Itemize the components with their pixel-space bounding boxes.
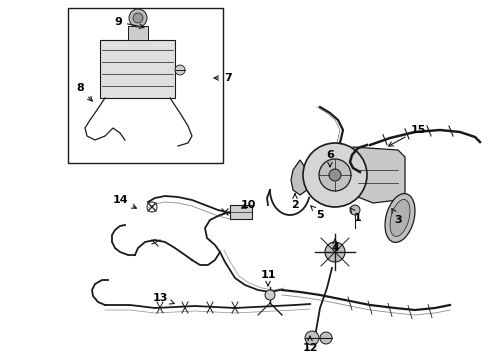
Text: 11: 11 xyxy=(260,270,276,286)
Text: 15: 15 xyxy=(389,125,426,146)
Circle shape xyxy=(350,205,360,215)
Bar xyxy=(68,8,223,163)
Bar xyxy=(100,40,175,98)
Circle shape xyxy=(129,9,147,27)
Text: 2: 2 xyxy=(291,194,299,210)
Circle shape xyxy=(305,331,319,345)
Circle shape xyxy=(175,65,185,75)
Text: 8: 8 xyxy=(76,83,92,101)
Ellipse shape xyxy=(385,194,415,242)
Circle shape xyxy=(133,13,143,23)
Bar xyxy=(128,26,148,40)
Text: 9: 9 xyxy=(114,17,144,28)
Circle shape xyxy=(319,159,351,191)
Circle shape xyxy=(320,332,332,344)
Circle shape xyxy=(303,143,367,207)
Text: 10: 10 xyxy=(240,200,256,210)
Text: 13: 13 xyxy=(152,293,174,304)
Text: 4: 4 xyxy=(331,239,339,253)
Circle shape xyxy=(265,290,275,300)
Text: 12: 12 xyxy=(302,336,318,353)
Text: 1: 1 xyxy=(350,208,362,223)
Text: 6: 6 xyxy=(326,150,334,167)
Polygon shape xyxy=(353,147,405,203)
Circle shape xyxy=(325,242,345,262)
Bar xyxy=(230,205,252,219)
Text: 5: 5 xyxy=(311,206,324,220)
Text: 14: 14 xyxy=(112,195,136,208)
Text: 7: 7 xyxy=(214,73,232,83)
Polygon shape xyxy=(291,160,310,195)
Circle shape xyxy=(329,169,341,181)
Ellipse shape xyxy=(390,199,410,237)
Text: 3: 3 xyxy=(392,208,402,225)
